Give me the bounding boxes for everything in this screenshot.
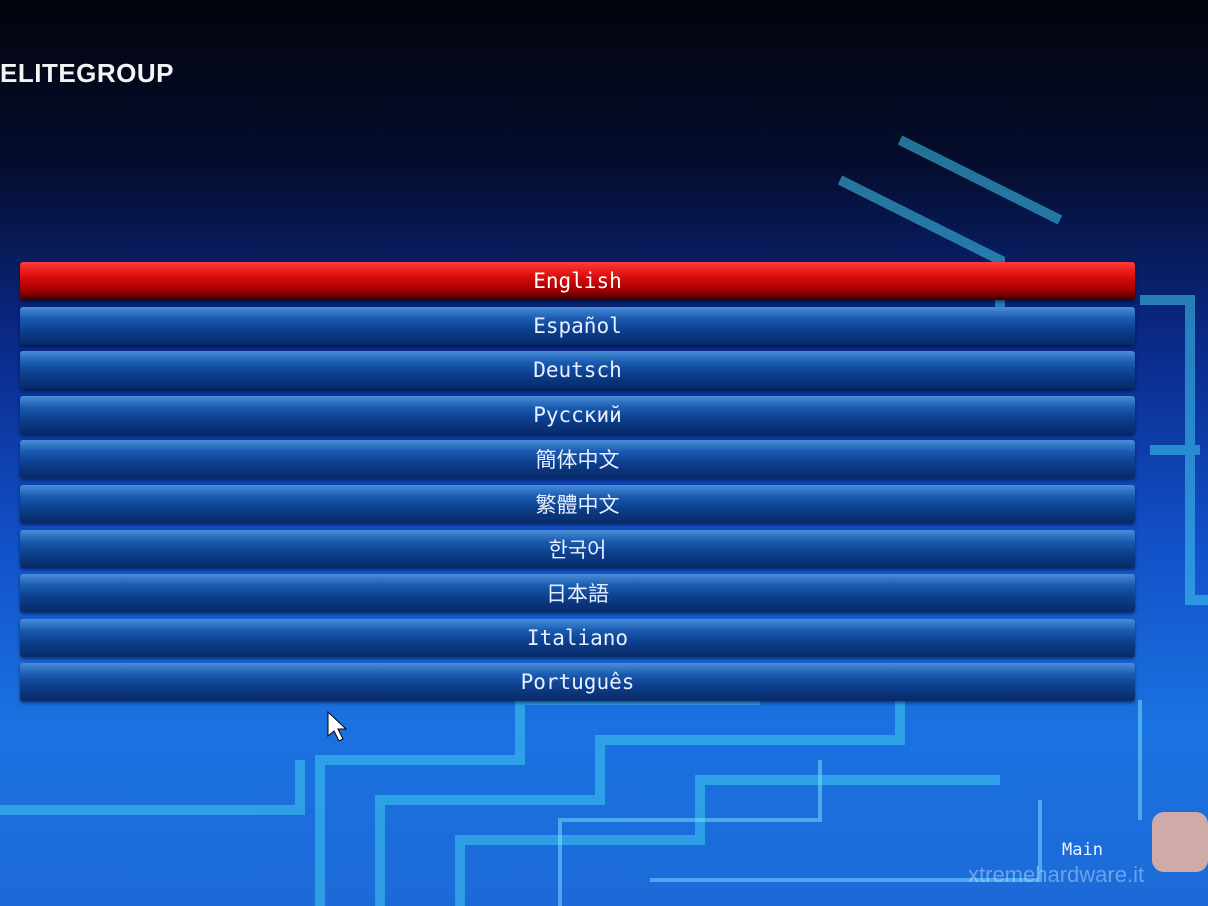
language-option[interactable]: Español [20,306,1135,345]
corner-icon [1152,812,1208,872]
language-option[interactable]: English [20,262,1135,300]
brand: ELITEGROUP [0,58,175,88]
language-option[interactable]: 簡体中文 [20,440,1135,479]
language-option[interactable]: Italiano [20,618,1135,657]
mouse-cursor [327,710,348,742]
language-option[interactable]: 한국어 [20,529,1135,568]
tab-label[interactable]: Main [1062,840,1103,860]
language-option[interactable]: Deutsch [20,351,1135,390]
language-option[interactable]: Português [20,663,1135,702]
language-option[interactable]: 日本語 [20,574,1135,613]
language-option[interactable]: 繁體中文 [20,485,1135,523]
watermark: xtremehardware.it [968,862,1145,887]
language-option[interactable]: Русский [20,395,1135,434]
